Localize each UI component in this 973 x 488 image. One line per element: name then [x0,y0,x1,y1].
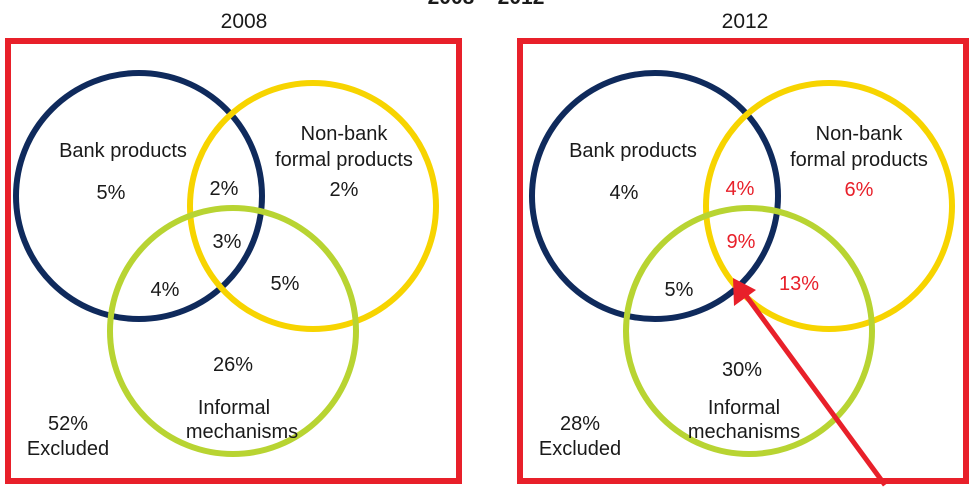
bank-informal-value-2008: 4% [151,279,180,301]
nonbank-label-line2-2012: formal products [790,149,928,171]
circle-informal-mechanisms-2012 [623,205,875,457]
panel-2008: 2008 Bank products Non-bank formal produ… [5,10,462,484]
panel-2012: 2012 Bank products Non-bank formal produ… [517,10,969,487]
circle-bank-products-2012 [529,70,781,322]
informal-label-line2-2008: mechanisms [186,421,298,443]
nonbank-only-value-2012: 6% [845,179,874,201]
figure-title: 2008 – 2012 [428,0,545,9]
excluded-value-2012: 28% [560,413,600,435]
bank-nonbank-value-2008: 2% [210,178,239,200]
nonbank-informal-value-2012: 13% [779,273,819,295]
bank-products-label-2008: Bank products [59,140,187,162]
informal-only-value-2012: 30% [722,359,762,381]
bank-informal-value-2012: 5% [665,279,694,301]
bank-nonbank-value-2012: 4% [726,178,755,200]
informal-only-value-2008: 26% [213,354,253,376]
excluded-label-2012: Excluded [539,438,621,460]
nonbank-label-line1-2008: Non-bank [301,123,389,145]
excluded-value-2008: 52% [48,413,88,435]
panel-frame-2008 [5,38,462,484]
bank-products-label-2012: Bank products [569,140,697,162]
excluded-label-2008: Excluded [27,438,109,460]
bank-only-value-2012: 4% [610,182,639,204]
highlight-arrow-head [733,278,756,306]
informal-label-line1-2008: Informal [198,397,270,419]
all-three-value-2008: 3% [213,231,242,253]
all-three-value-2012: 9% [727,231,756,253]
highlight-arrow-shaft [741,291,888,487]
informal-label-line2-2012: mechanisms [688,421,800,443]
circle-informal-mechanisms-2008 [107,205,359,457]
nonbank-label-line2-2008: formal products [275,149,413,171]
circle-bank-products-2008 [13,70,265,322]
informal-label-line1-2012: Informal [708,397,780,419]
nonbank-informal-value-2008: 5% [271,273,300,295]
panel-title-2012: 2012 [722,10,769,33]
circle-nonbank-formal-2012 [703,80,955,332]
circle-nonbank-formal-2008 [187,80,439,332]
panel-frame-2012 [517,38,969,484]
nonbank-label-line1-2012: Non-bank [816,123,904,145]
nonbank-only-value-2008: 2% [330,179,359,201]
bank-only-value-2008: 5% [97,182,126,204]
panel-title-2008: 2008 [221,10,268,33]
